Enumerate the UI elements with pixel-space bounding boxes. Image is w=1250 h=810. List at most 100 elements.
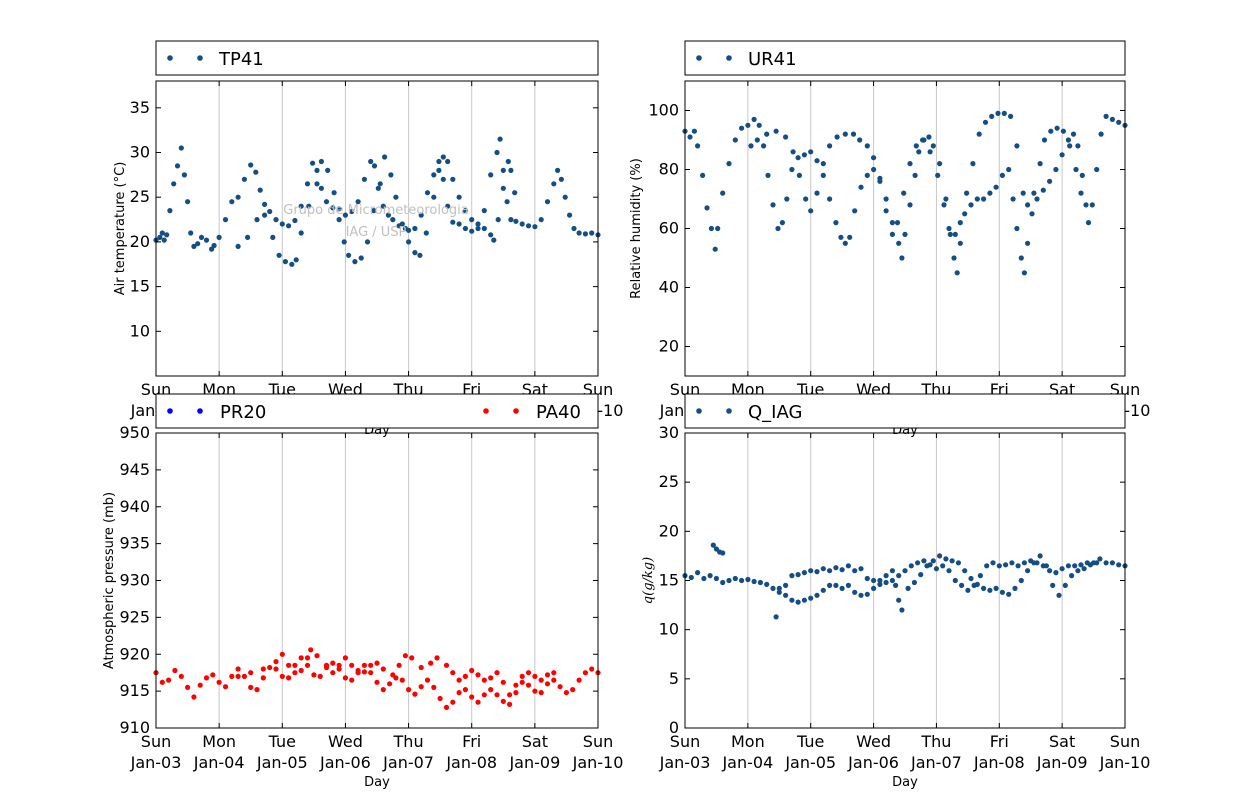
data-point [306, 203, 312, 209]
data-point [1029, 211, 1035, 217]
data-point [412, 225, 418, 232]
x-tick-label: Sun [583, 732, 613, 751]
x-tick-label: Wed [328, 732, 363, 751]
data-point [913, 143, 919, 149]
data-point [440, 154, 446, 160]
data-point [930, 558, 936, 564]
y-tick-label: 15 [130, 277, 150, 296]
data-point [1025, 240, 1031, 246]
data-point [532, 224, 538, 230]
data-point [382, 154, 388, 160]
legend: TP41 [155, 40, 599, 76]
legend: Q_IAG [684, 393, 1126, 429]
data-point [764, 131, 770, 137]
legend-box [684, 40, 1126, 76]
data-point [908, 563, 914, 569]
data-point [248, 670, 254, 676]
data-point [1083, 202, 1089, 208]
data-point [364, 239, 371, 245]
data-point [981, 196, 987, 202]
data-point [776, 585, 782, 592]
data-point [864, 172, 870, 178]
data-point [795, 599, 801, 605]
data-point [708, 225, 715, 232]
data-point [235, 673, 241, 680]
data-point [293, 257, 299, 263]
data-point [801, 152, 808, 158]
data-point [989, 113, 995, 119]
data-point [871, 166, 877, 173]
data-point [185, 684, 191, 691]
legend-marker [726, 408, 732, 414]
data-point [712, 246, 718, 252]
legend-marker [483, 408, 489, 414]
data-point [279, 221, 285, 227]
data-point [311, 672, 317, 678]
y-tick-label: 15 [659, 571, 679, 590]
data-point [894, 220, 901, 226]
data-point [996, 563, 1002, 569]
data-point [314, 181, 320, 187]
data-point [504, 199, 510, 205]
x-tick-label: Thu [920, 732, 951, 751]
data-point [850, 131, 857, 137]
data-point [555, 167, 561, 173]
x-tick-label: Sun [670, 732, 700, 751]
data-point [1054, 125, 1060, 131]
data-point [519, 673, 525, 680]
panel-rh: 20406080100SunJan-03MonJan-04TueJan-05We… [629, 40, 1150, 438]
data-point [475, 699, 481, 705]
data-point [1008, 113, 1014, 119]
data-point [346, 252, 352, 258]
data-point [336, 666, 342, 672]
y-tick-label: 60 [659, 219, 679, 238]
data-point [937, 553, 943, 559]
data-point [761, 143, 767, 149]
data-point [262, 212, 268, 218]
x-tick-label: Sun [1110, 732, 1140, 751]
data-point [440, 176, 446, 182]
data-point [298, 667, 304, 674]
data-point [789, 597, 795, 603]
x-tick-label: Wed [856, 732, 891, 751]
data-point [970, 161, 976, 167]
data-point [235, 194, 241, 200]
data-point [1087, 562, 1093, 568]
legend-box [155, 40, 599, 76]
data-point [462, 208, 468, 214]
data-point [1014, 143, 1020, 149]
data-point [1047, 568, 1053, 574]
data-point [203, 675, 210, 681]
data-point [436, 167, 442, 173]
data-point [273, 217, 279, 223]
data-point [481, 225, 487, 232]
data-point [924, 563, 930, 569]
data-point [462, 225, 468, 232]
data-point [563, 690, 570, 696]
series-UR41 [682, 110, 1128, 276]
x-tick-label: Jan-04 [721, 753, 773, 772]
data-point [1014, 225, 1020, 232]
data-point [298, 230, 304, 236]
data-point [852, 589, 858, 595]
data-point [191, 243, 197, 249]
data-point [739, 125, 745, 131]
data-point [380, 203, 386, 209]
data-point [1021, 560, 1027, 566]
data-point [582, 231, 589, 237]
data-point [497, 136, 503, 142]
data-point [172, 667, 178, 674]
data-point [450, 699, 456, 705]
x-axis-label: Day [364, 775, 390, 790]
data-point [323, 662, 330, 668]
watermark-line: IAG / USP [346, 225, 407, 240]
data-point [267, 208, 273, 215]
data-point [820, 566, 826, 572]
data-point [720, 579, 726, 586]
data-point [916, 149, 922, 155]
data-point [993, 585, 999, 592]
data-point [1031, 560, 1037, 566]
y-tick-label: 0 [669, 718, 679, 737]
x-tick-label: Sat [522, 732, 548, 751]
x-tick-label: Jan-07 [910, 753, 962, 772]
